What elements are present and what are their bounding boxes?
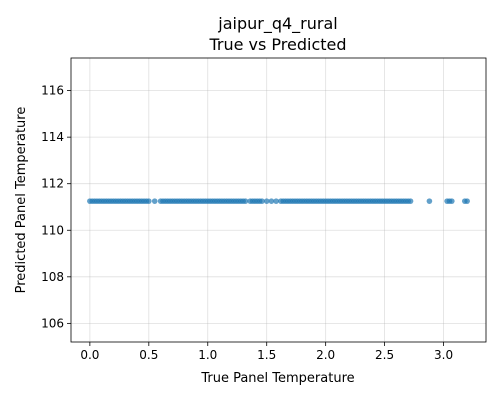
- scatter-point: [426, 198, 433, 204]
- y-tick-label: 108: [41, 270, 64, 284]
- scatter-point: [263, 198, 270, 204]
- data-points: [87, 198, 470, 204]
- chart-title-line2: True vs Predicted: [208, 35, 346, 54]
- plot-area-frame: [70, 57, 487, 343]
- x-axis-ticks: 0.0 0.5 1.0 1.5 2.0 2.5 3.0: [80, 342, 453, 362]
- y-axis-ticks: 106 108 110 112 114 116: [41, 84, 71, 330]
- y-tick-label: 114: [41, 130, 64, 144]
- scatter-point: [146, 198, 152, 204]
- x-tick-label: 2.5: [375, 348, 394, 362]
- scatter-point: [259, 198, 265, 204]
- scatter-point: [449, 198, 455, 204]
- y-tick-label: 112: [41, 177, 64, 191]
- scatter-point: [242, 198, 249, 204]
- x-tick-label: 3.0: [434, 348, 453, 362]
- y-tick-label: 106: [41, 316, 64, 330]
- x-tick-label: 0.5: [139, 348, 158, 362]
- scatter-point: [151, 198, 158, 204]
- x-axis-label: True Panel Temperature: [200, 371, 354, 386]
- y-axis-label: Predicted Panel Temperature: [14, 107, 29, 294]
- x-tick-label: 1.5: [257, 348, 276, 362]
- chart-title-line1: jaipur_q4_rural: [217, 14, 337, 34]
- x-tick-label: 0.0: [80, 348, 99, 362]
- y-tick-label: 116: [41, 84, 64, 98]
- scatter-point: [464, 198, 470, 204]
- x-tick-label: 1.0: [198, 348, 217, 362]
- scatter-point: [273, 198, 279, 204]
- scatter-point: [268, 198, 275, 204]
- y-tick-label: 110: [41, 223, 64, 237]
- x-tick-label: 2.0: [316, 348, 335, 362]
- scatter-point: [407, 198, 414, 204]
